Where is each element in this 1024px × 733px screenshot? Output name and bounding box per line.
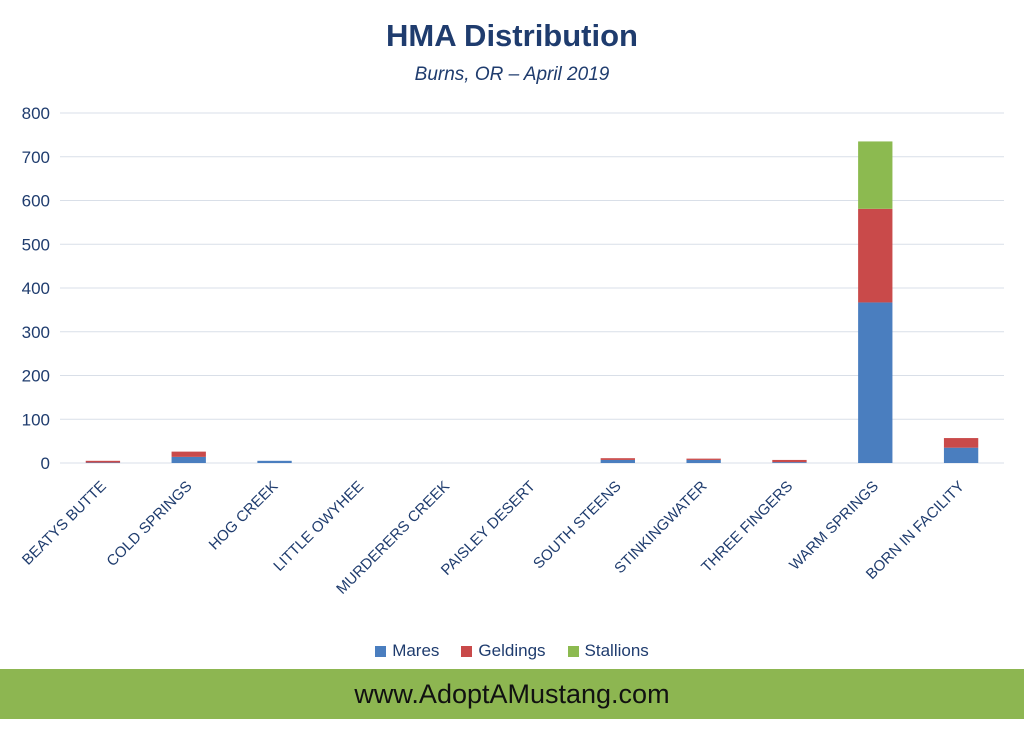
legend-swatch-mares <box>375 645 387 657</box>
bar-geldings-10 <box>943 438 979 448</box>
x-tick-label-2: HOG CREEK <box>206 478 282 554</box>
legend-item-mares: Mares <box>375 641 439 661</box>
bar-stallions-9 <box>858 141 893 209</box>
footer-banner: www.AdoptAMustang.com <box>0 669 1024 719</box>
y-tick-label-300: 300 <box>22 323 50 342</box>
y-tick-label-500: 500 <box>22 235 50 254</box>
chart-subtitle: Burns, OR – April 2019 <box>414 64 610 85</box>
chart-title: HMA Distribution <box>386 18 638 53</box>
x-tick-label-3: LITTLE OWYHEE <box>270 478 367 575</box>
bar-mares-9 <box>858 302 893 463</box>
bar-geldings-1 <box>171 451 206 457</box>
bar-mares-8 <box>772 462 807 463</box>
bar-mares-7 <box>686 459 721 463</box>
x-tick-label-7: STINKINGWATER <box>611 478 710 577</box>
legend-item-stallions: Stallions <box>567 641 649 661</box>
y-tick-label-800: 800 <box>22 104 50 123</box>
y-tick-label-600: 600 <box>22 192 50 211</box>
bar-mares-10 <box>943 447 979 463</box>
x-tick-label-10: BORN IN FACILITY <box>863 478 968 583</box>
y-tick-label-400: 400 <box>22 279 50 298</box>
legend-swatch-stallions <box>567 645 579 657</box>
stacked-bar-chart: 0 100 200 300 400 500 600 700 800 BEATYS BUTTECOL… <box>19 104 1004 598</box>
x-tick-label-8: THREE FINGERS <box>698 478 796 576</box>
legend-item-geldings: Geldings <box>461 641 546 661</box>
y-tick-label-200: 200 <box>22 367 50 386</box>
bar-geldings-8 <box>772 459 807 463</box>
chart-legend: Mares Geldings Stallions <box>0 641 1024 661</box>
bar-mares-2 <box>257 460 292 463</box>
bar-geldings-6 <box>600 458 635 460</box>
y-tick-label-100: 100 <box>22 410 50 429</box>
bar-geldings-9 <box>858 208 893 303</box>
bar-mares-1 <box>171 456 206 463</box>
footer-url[interactable]: www.AdoptAMustang.com <box>354 678 670 709</box>
x-tick-label-6: SOUTH STEENS <box>530 478 625 573</box>
legend-label-geldings: Geldings <box>478 641 546 660</box>
bar-mares-6 <box>600 459 635 463</box>
bar-geldings-0 <box>85 460 121 463</box>
x-tick-label-9: WARM SPRINGS <box>786 478 882 574</box>
legend-label-mares: Mares <box>392 641 440 660</box>
bar-geldings-7 <box>686 458 721 460</box>
x-tick-label-1: COLD SPRINGS <box>103 478 195 570</box>
y-tick-label-700: 700 <box>22 148 50 167</box>
y-tick-label-0: 0 <box>41 454 50 473</box>
legend-label-stallions: Stallions <box>584 641 649 660</box>
x-tick-label-0: BEATYS BUTTE <box>19 478 110 569</box>
x-tick-label-5: PAISLEY DESERT <box>438 478 539 579</box>
legend-swatch-geldings <box>461 645 473 657</box>
